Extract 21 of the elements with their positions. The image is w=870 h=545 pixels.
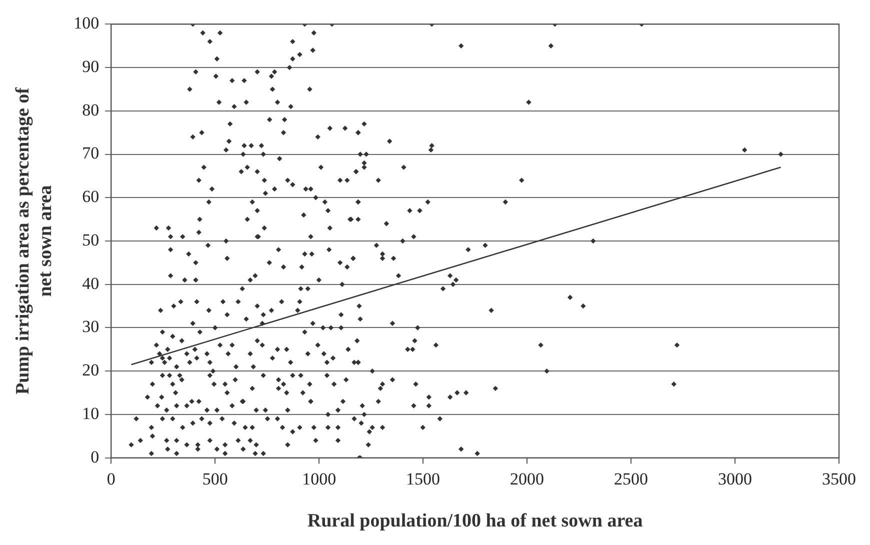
y-tick-label: 50 bbox=[82, 230, 100, 250]
x-tick-label: 2500 bbox=[614, 469, 648, 488]
y-tick-label: 60 bbox=[82, 187, 100, 206]
y-tick-label: 100 bbox=[74, 14, 100, 33]
y-tick-label: 70 bbox=[82, 144, 100, 163]
x-axis-title: Rural population/100 ha of net sown area bbox=[307, 510, 644, 532]
x-tick-label: 3500 bbox=[822, 469, 856, 488]
y-tick-label: 20 bbox=[82, 360, 100, 380]
x-tick-label: 2000 bbox=[510, 469, 544, 488]
y-tick-label: 80 bbox=[82, 100, 100, 120]
y-tick-label: 10 bbox=[82, 404, 100, 423]
y-tick-label: 40 bbox=[82, 274, 100, 293]
x-tick-label: 500 bbox=[202, 469, 228, 488]
y-axis-title: Pump irrigation area as percentage of net sown area bbox=[12, 86, 56, 394]
x-tick-label: 0 bbox=[106, 469, 116, 488]
y-tick-label: 90 bbox=[82, 57, 100, 76]
x-tick-label: 1000 bbox=[302, 469, 336, 488]
y-tick-label: 30 bbox=[82, 317, 100, 336]
x-tick-label: 1500 bbox=[406, 469, 440, 488]
x-tick-label: 3000 bbox=[718, 469, 752, 488]
y-tick-label: 0 bbox=[90, 447, 100, 466]
